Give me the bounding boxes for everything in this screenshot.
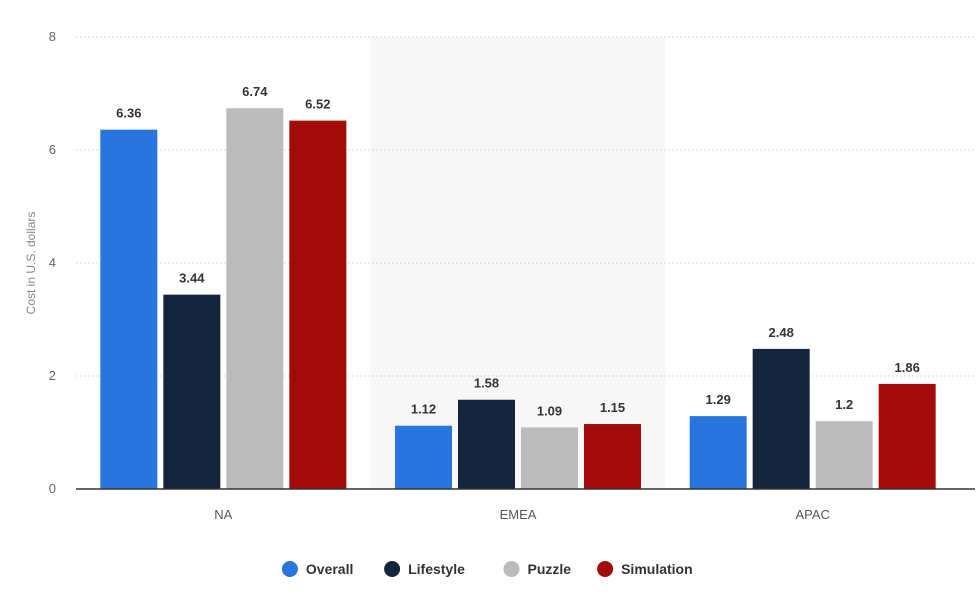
y-tick-label: 8 <box>49 29 56 44</box>
data-label: 1.29 <box>706 392 731 407</box>
legend-marker-puzzle[interactable] <box>503 561 520 577</box>
data-label: 1.12 <box>411 402 436 417</box>
data-label: 1.2 <box>835 397 853 412</box>
data-label: 6.36 <box>116 106 141 121</box>
data-label: 2.48 <box>769 325 794 340</box>
data-label: 1.09 <box>537 403 562 418</box>
legend-item-lifestyle[interactable]: Lifestyle <box>408 561 465 577</box>
legend-item-overall[interactable]: Overall <box>306 561 353 577</box>
bar-overall-emea <box>395 425 452 489</box>
y-axis-label: Cost in U.S. dollars <box>24 212 38 315</box>
bar-overall-na <box>100 129 158 489</box>
bar-simulation-apac <box>878 383 936 489</box>
bar-simulation-emea <box>584 424 641 489</box>
bar-lifestyle-emea <box>458 399 515 489</box>
legend-item-simulation[interactable]: Simulation <box>621 561 693 577</box>
bar-puzzle-emea <box>521 427 578 489</box>
bar-puzzle-na <box>226 108 284 489</box>
data-label: 3.44 <box>179 271 205 286</box>
x-category-label: APAC <box>795 507 829 522</box>
y-tick-label: 4 <box>49 255 56 270</box>
legend-marker-simulation[interactable] <box>597 561 614 577</box>
bar-lifestyle-apac <box>752 348 810 489</box>
y-tick-label: 0 <box>49 481 56 496</box>
data-label: 1.58 <box>474 376 499 391</box>
data-label: 1.15 <box>600 400 625 415</box>
legend-marker-lifestyle[interactable] <box>384 561 401 577</box>
data-label: 6.74 <box>242 84 268 99</box>
data-label: 6.52 <box>305 97 330 112</box>
data-label: 1.86 <box>895 360 920 375</box>
y-tick-label: 2 <box>49 368 56 383</box>
x-category-label: NA <box>214 507 232 522</box>
x-category-label: EMEA <box>500 507 537 522</box>
y-tick-label: 6 <box>49 142 56 157</box>
bar-simulation-na <box>289 120 347 490</box>
bar-lifestyle-na <box>163 294 221 489</box>
bar-puzzle-apac <box>815 421 873 489</box>
legend-marker-overall[interactable] <box>281 561 298 577</box>
bar-overall-apac <box>689 416 747 489</box>
legend-item-puzzle[interactable]: Puzzle <box>528 561 572 577</box>
